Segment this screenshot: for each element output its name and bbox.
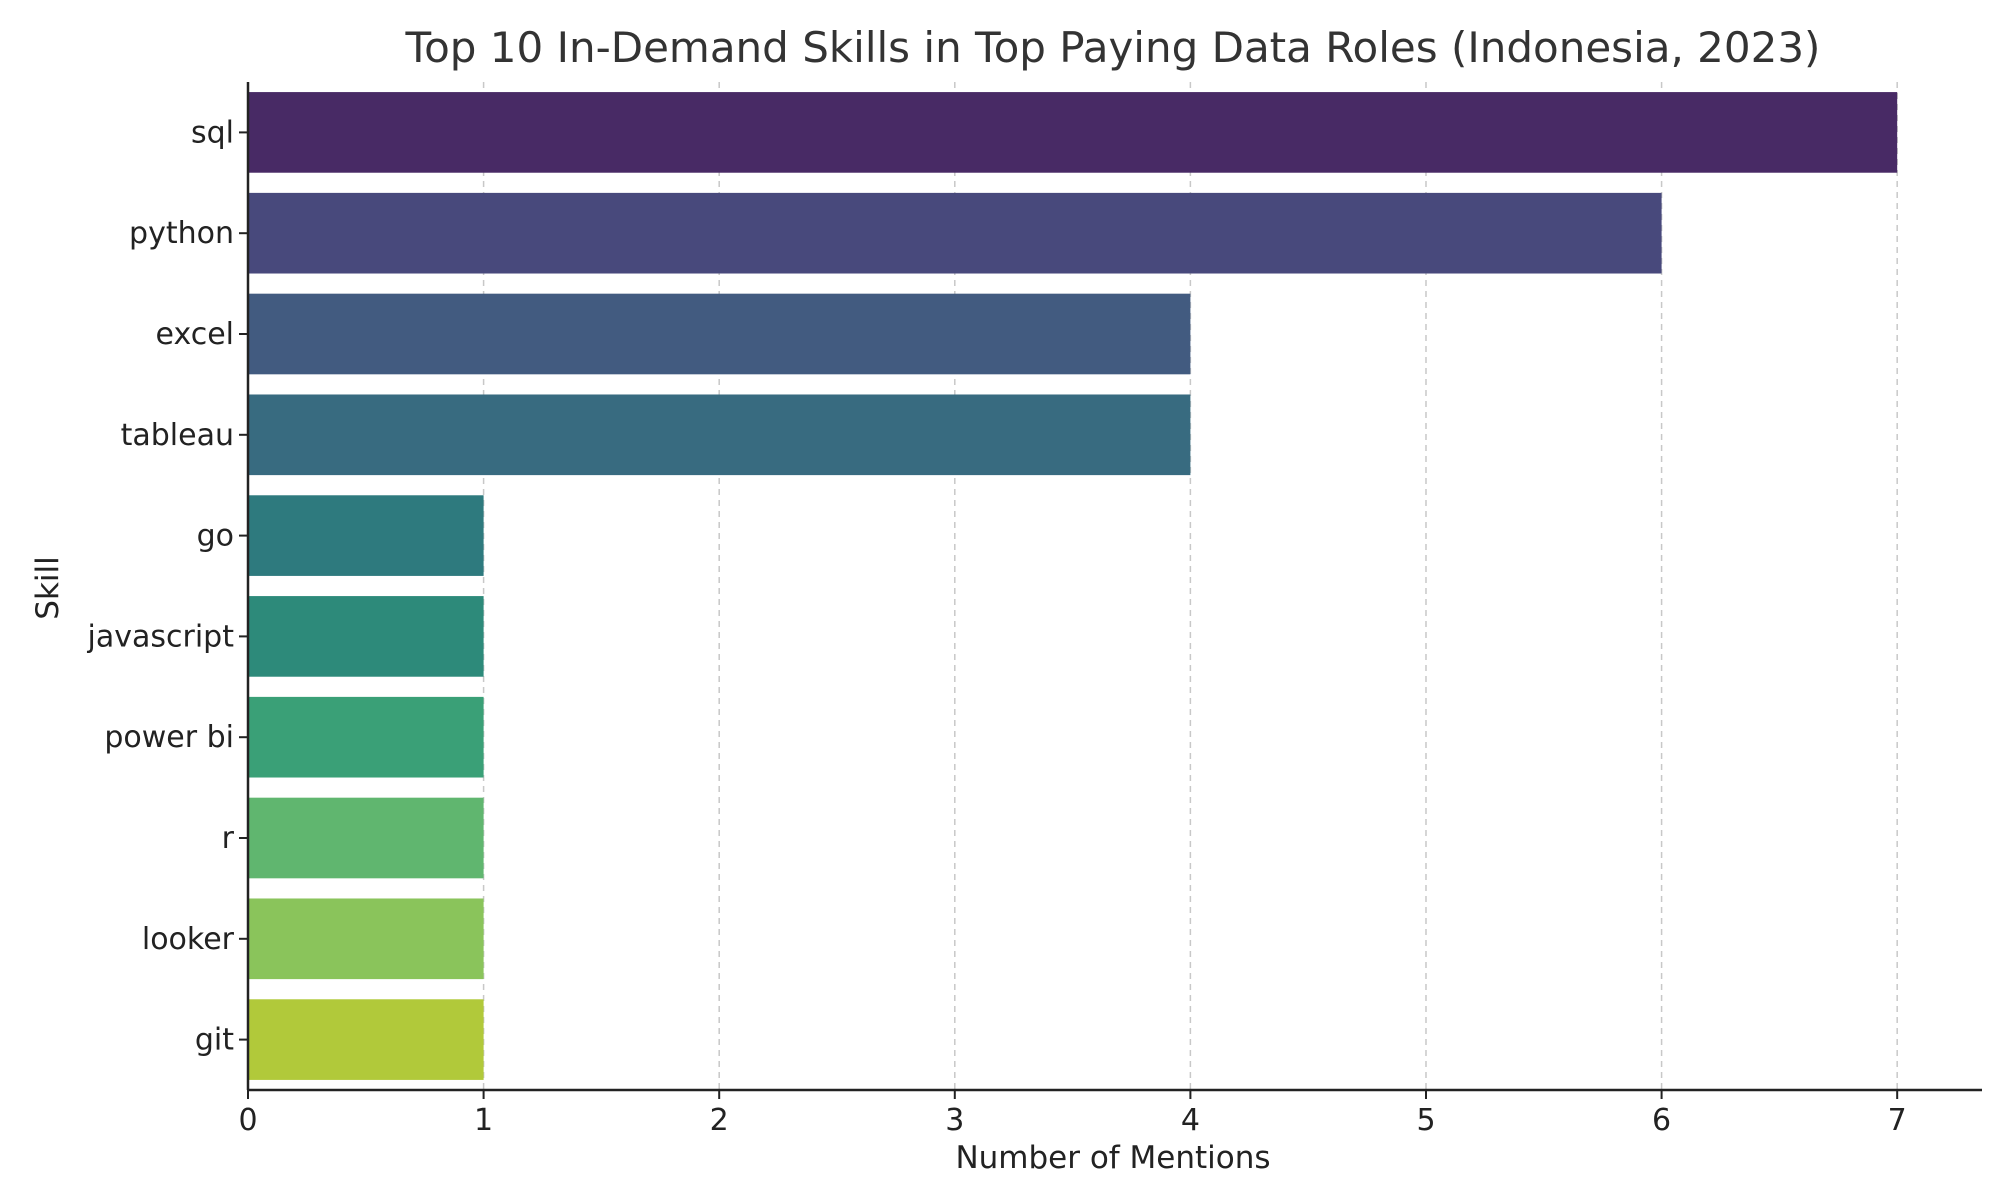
y-tick-label: r (222, 821, 235, 856)
bar-power-bi (248, 696, 484, 778)
chart-title: Top 10 In-Demand Skills in Top Paying Da… (405, 23, 1821, 72)
x-tick-label: 2 (710, 1103, 729, 1138)
y-tick-label: python (129, 216, 234, 251)
y-tick-label: git (195, 1023, 234, 1058)
y-tick-label: sql (191, 115, 234, 150)
bars-layer (248, 92, 1898, 1080)
x-axis-label: Number of Mentions (955, 1140, 1270, 1176)
y-tick-label: javascript (87, 619, 235, 654)
ticks-layer: 0 1 2 3 4 5 6 7 sql python excel tableau go javascrip… (87, 115, 1907, 1138)
axes-layer (246, 82, 1982, 1092)
y-tick-label: go (197, 519, 234, 554)
x-tick-label: 1 (474, 1103, 493, 1138)
bar-tableau (248, 394, 1191, 476)
bar-javascript (248, 596, 484, 677)
bar-go (248, 495, 484, 576)
x-tick-label: 4 (1181, 1103, 1200, 1138)
y-tick-label: tableau (121, 418, 234, 453)
x-tick-label: 3 (945, 1103, 964, 1138)
bar-r (248, 797, 484, 879)
bar-python (248, 192, 1662, 274)
bar-looker (248, 898, 484, 980)
y-tick-label: looker (142, 922, 235, 957)
x-tick-label: 7 (1888, 1103, 1907, 1138)
x-tick-label: 0 (238, 1103, 257, 1138)
bar-excel (248, 293, 1191, 375)
bar-sql (248, 92, 1898, 173)
y-tick-label: excel (156, 317, 234, 352)
bar-git (248, 999, 484, 1080)
y-axis-label: Skill (30, 556, 66, 619)
x-tick-label: 5 (1416, 1103, 1435, 1138)
x-tick-label: 6 (1652, 1103, 1671, 1138)
y-tick-label: power bi (104, 720, 234, 755)
